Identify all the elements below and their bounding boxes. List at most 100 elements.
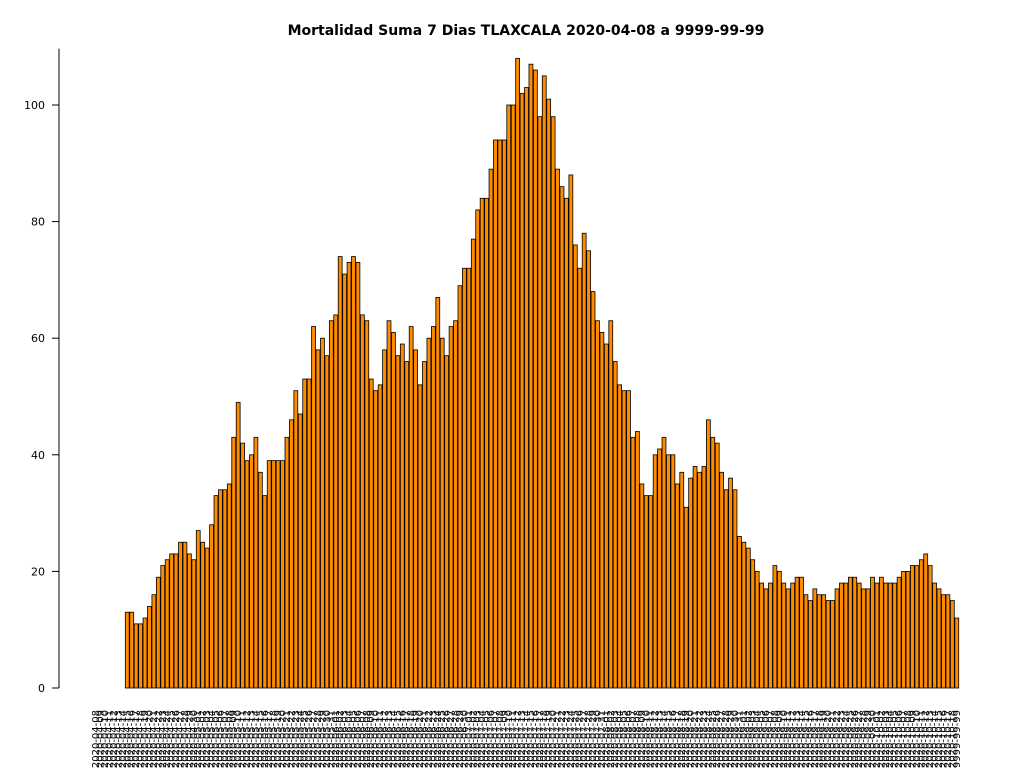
bar [865, 588, 871, 689]
bar [666, 454, 671, 689]
bar [528, 63, 534, 689]
bar [462, 267, 467, 689]
x-tick-label: 2020-04-17 [131, 710, 142, 768]
bar [608, 320, 614, 689]
bar [399, 343, 405, 689]
x-tick-label: 2020-04-25 [167, 710, 178, 768]
x-tick-label: 2020-09-21 [828, 710, 839, 768]
x-tick-label: 2020-09-28 [859, 710, 870, 768]
x-tick-label: 2020-08-30 [730, 710, 741, 768]
bar [226, 483, 232, 689]
bar [910, 565, 915, 689]
x-tick-label: 2020-05-07 [220, 710, 231, 768]
x-tick-label: 2020-08-16 [668, 710, 679, 768]
bar [337, 256, 343, 689]
x-tick-label: 2020-07-07 [490, 710, 501, 768]
x-tick-label: 2020-08-05 [619, 710, 630, 768]
bar [364, 320, 370, 689]
bar [142, 617, 148, 689]
bar [541, 75, 547, 689]
bar [173, 553, 179, 689]
y-tick-label: 80 [31, 216, 45, 229]
y-tick-label: 20 [31, 565, 45, 578]
bar [297, 413, 303, 689]
x-tick-label: 2020-08-21 [690, 710, 701, 768]
x-tick-label: 2020-08-07 [628, 710, 639, 768]
x-tick-label: 2020-07-30 [592, 710, 603, 768]
bar [280, 460, 285, 689]
bar [803, 594, 809, 689]
bar [439, 337, 445, 689]
bar [426, 337, 432, 689]
bar [533, 69, 538, 689]
bar [670, 454, 676, 689]
bar [138, 623, 143, 689]
bar [639, 483, 645, 689]
x-tick-label: 2020-05-15 [255, 710, 266, 768]
bar [218, 489, 223, 689]
bar [368, 378, 374, 689]
bar [293, 390, 299, 689]
x-tick-label: 2020-09-12 [788, 710, 799, 768]
x-tick-label: 2020-05-09 [229, 710, 240, 768]
bar [595, 320, 600, 689]
bar [257, 471, 263, 689]
y-tick-label: 100 [24, 99, 45, 112]
bar [635, 431, 640, 689]
bar [568, 174, 574, 689]
x-tick-label: 2020-08-01 [601, 710, 612, 768]
x-tick-label: 2020-06-18 [406, 710, 417, 768]
x-tick-label: 2020-04-21 [149, 710, 160, 768]
bar [546, 98, 552, 689]
bar [377, 384, 383, 689]
x-tick-label: 2020-08-04 [615, 710, 626, 768]
x-tick-label: 2020-10-01 [872, 710, 883, 768]
bar [572, 244, 578, 689]
x-tick-label: 2020-05-01 [193, 710, 204, 768]
x-tick-label: 2020-06-19 [411, 710, 422, 768]
bar [790, 582, 796, 689]
x-tick-label: 2020-05-19 [273, 710, 284, 768]
x-tick-label: 2020-09-16 [805, 710, 816, 768]
x-tick-label: 2020-05-30 [322, 710, 333, 768]
bar [839, 582, 844, 689]
x-tick-label: 2020-05-03 [202, 710, 213, 768]
x-tick-label: 2020-05-02 [198, 710, 209, 768]
bar [688, 477, 693, 689]
bar [453, 320, 458, 689]
x-tick-label: 2020-09-17 [810, 710, 821, 768]
x-tick-label: 2020-05-18 [269, 710, 280, 768]
bar [444, 355, 450, 689]
x-tick-label: 2020-08-20 [686, 710, 697, 768]
x-tick-label: 2020-05-23 [291, 710, 302, 768]
bar [488, 168, 494, 689]
bar [342, 273, 347, 689]
bar [182, 541, 188, 689]
x-tick-label: 2020-10-16 [938, 710, 949, 768]
y-tick-label: 0 [38, 682, 45, 695]
x-tick-label: 2020-08-23 [699, 710, 710, 768]
bar [187, 553, 192, 689]
bar [674, 483, 680, 689]
x-tick-label: 2020-04-23 [158, 710, 169, 768]
bar [648, 495, 654, 689]
x-tick-label: 2020-04-26 [171, 710, 182, 768]
x-tick-label: 2020-09-08 [770, 710, 781, 768]
bar [129, 611, 135, 689]
bar [466, 267, 472, 689]
x-tick-label: 2020-10-04 [885, 710, 896, 768]
bar [550, 116, 556, 689]
x-tick-label: 2020-08-29 [726, 710, 737, 768]
x-tick-label: 2020-06-28 [451, 710, 462, 768]
x-tick-label: 2020-08-28 [721, 710, 732, 768]
x-tick-label: 2020-09-23 [836, 710, 847, 768]
bar [892, 582, 898, 689]
bar [914, 565, 920, 689]
bar [830, 600, 835, 689]
bar [470, 238, 476, 689]
bar [191, 559, 197, 689]
x-tick-label: 2020-07-04 [477, 710, 488, 768]
x-tick-label: 2020-10-02 [876, 710, 887, 768]
x-tick-label: 2020-04-24 [162, 710, 173, 768]
x-tick-label: 2020-05-04 [207, 710, 218, 768]
